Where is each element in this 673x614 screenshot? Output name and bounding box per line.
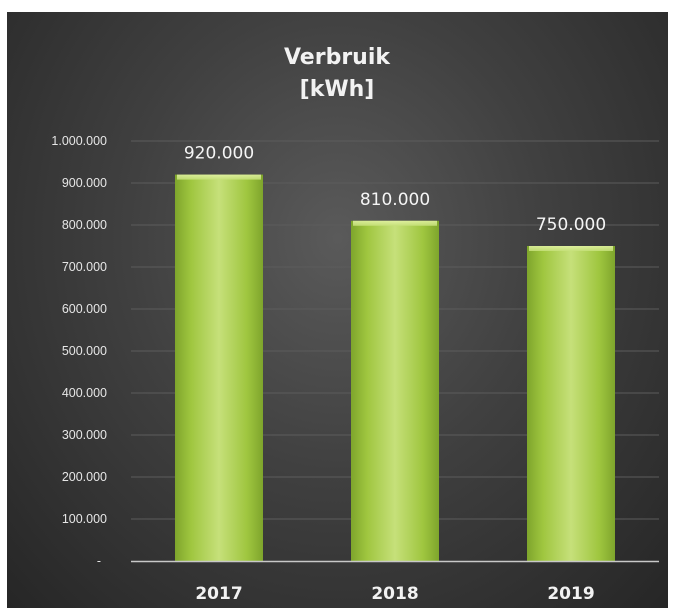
chart-area: Verbruik [kWh] - 100.000 200.000 300.000 400… xyxy=(7,12,668,608)
data-labels: 920.000 810.000 750.000 xyxy=(184,144,606,235)
y-tick-label: 700.000 xyxy=(62,260,107,274)
y-axis-ticks: - 100.000 200.000 300.000 400.000 500.000 600.… xyxy=(51,134,107,568)
bar-top-highlight xyxy=(177,174,261,180)
y-tick-label: 900.000 xyxy=(62,176,107,190)
y-tick-label: 500.000 xyxy=(62,344,107,358)
bar xyxy=(175,174,263,561)
chart-title-line-2: [kWh] xyxy=(300,77,375,102)
y-tick-label: 800.000 xyxy=(62,218,107,232)
bar xyxy=(351,220,439,562)
y-tick-label: - xyxy=(97,554,101,568)
y-tick-label: 1.000.000 xyxy=(51,134,107,148)
x-tick-label: 2019 xyxy=(547,584,594,604)
y-tick-label: 600.000 xyxy=(62,302,107,316)
data-label: 810.000 xyxy=(360,190,430,210)
y-tick-label: 200.000 xyxy=(62,470,107,484)
x-tick-label: 2018 xyxy=(371,584,418,604)
y-tick-label: 400.000 xyxy=(62,386,107,400)
data-label: 920.000 xyxy=(184,144,254,164)
x-tick-label: 2017 xyxy=(195,584,242,604)
bar-top-highlight xyxy=(353,220,437,226)
bar-chart: Verbruik [kWh] - 100.000 200.000 300.000 400… xyxy=(51,45,659,604)
data-label: 750.000 xyxy=(536,215,606,235)
bar-top-highlight xyxy=(529,246,613,251)
chart-title-line-1: Verbruik xyxy=(284,45,391,70)
bar xyxy=(527,246,615,561)
y-tick-label: 300.000 xyxy=(62,428,107,442)
y-tick-label: 100.000 xyxy=(62,512,107,526)
x-axis-ticks: 2017 2018 2019 xyxy=(195,584,594,604)
bars xyxy=(175,174,615,562)
